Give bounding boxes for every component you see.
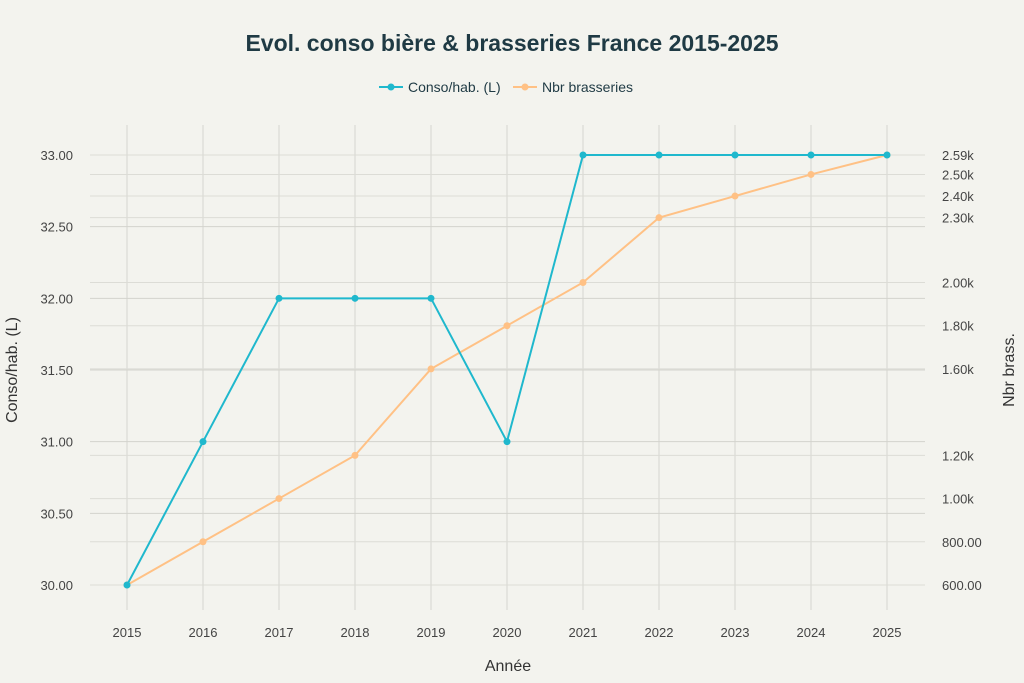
data-point-conso[interactable] [731, 151, 739, 159]
y2-tick-label: 2.59k [942, 148, 974, 163]
data-point-brasseries[interactable] [199, 538, 207, 546]
legend-marker-conso [387, 83, 395, 91]
legend-label-conso: Conso/hab. (L) [408, 79, 501, 95]
data-point-conso[interactable] [123, 581, 131, 589]
data-point-brasseries[interactable] [427, 365, 435, 373]
y-axis-label: Conso/hab. (L) [4, 317, 21, 423]
data-point-conso[interactable] [503, 438, 511, 446]
data-point-brasseries[interactable] [807, 170, 815, 178]
data-point-conso[interactable] [427, 294, 435, 302]
x-tick-label: 2020 [493, 625, 522, 640]
y2-tick-label: 1.80k [942, 319, 974, 334]
data-point-conso[interactable] [655, 151, 663, 159]
y-tick-label: 30.00 [40, 578, 73, 593]
data-point-brasseries[interactable] [351, 451, 359, 459]
data-point-conso[interactable] [807, 151, 815, 159]
x-tick-label: 2023 [721, 625, 750, 640]
data-point-conso[interactable] [351, 294, 359, 302]
data-point-conso[interactable] [579, 151, 587, 159]
y-tick-label: 32.50 [40, 220, 73, 235]
y-tick-label: 32.00 [40, 291, 73, 306]
data-point-conso[interactable] [275, 294, 283, 302]
data-point-brasseries[interactable] [579, 278, 587, 286]
x-axis-label: Année [485, 658, 531, 675]
x-tick-label: 2022 [645, 625, 674, 640]
y-tick-label: 31.50 [40, 363, 73, 378]
data-point-conso[interactable] [199, 438, 207, 446]
y2-axis-label: Nbr brass. [1001, 333, 1018, 407]
x-tick-label: 2018 [341, 625, 370, 640]
x-tick-label: 2024 [797, 625, 826, 640]
x-tick-label: 2025 [873, 625, 902, 640]
y2-tick-label: 2.50k [942, 167, 974, 182]
y2-tick-label: 1.00k [942, 492, 974, 507]
y-tick-label: 31.00 [40, 435, 73, 450]
x-tick-label: 2016 [189, 625, 218, 640]
y-tick-label: 33.00 [40, 148, 73, 163]
legend-label-brasseries: Nbr brasseries [542, 79, 633, 95]
data-point-brasseries[interactable] [731, 192, 739, 200]
legend-marker-brasseries [521, 83, 529, 91]
y2-tick-label: 800.00 [942, 535, 982, 550]
data-point-brasseries[interactable] [275, 495, 283, 503]
y2-tick-label: 2.30k [942, 211, 974, 226]
y2-tick-label: 2.40k [942, 189, 974, 204]
y2-tick-label: 600.00 [942, 578, 982, 593]
x-tick-label: 2017 [265, 625, 294, 640]
y-tick-label: 30.50 [40, 506, 73, 521]
y2-tick-label: 1.20k [942, 448, 974, 463]
data-point-brasseries[interactable] [503, 322, 511, 330]
chart-title: Evol. conso bière & brasseries France 20… [245, 30, 778, 56]
x-tick-label: 2015 [113, 625, 142, 640]
y2-tick-label: 2.00k [942, 275, 974, 290]
y2-tick-label: 1.60k [942, 362, 974, 377]
data-point-brasseries[interactable] [655, 214, 663, 222]
data-point-conso[interactable] [883, 151, 891, 159]
x-tick-label: 2021 [569, 625, 598, 640]
legend[interactable]: Conso/hab. (L) Nbr brasseries [379, 79, 633, 95]
x-tick-label: 2019 [417, 625, 446, 640]
